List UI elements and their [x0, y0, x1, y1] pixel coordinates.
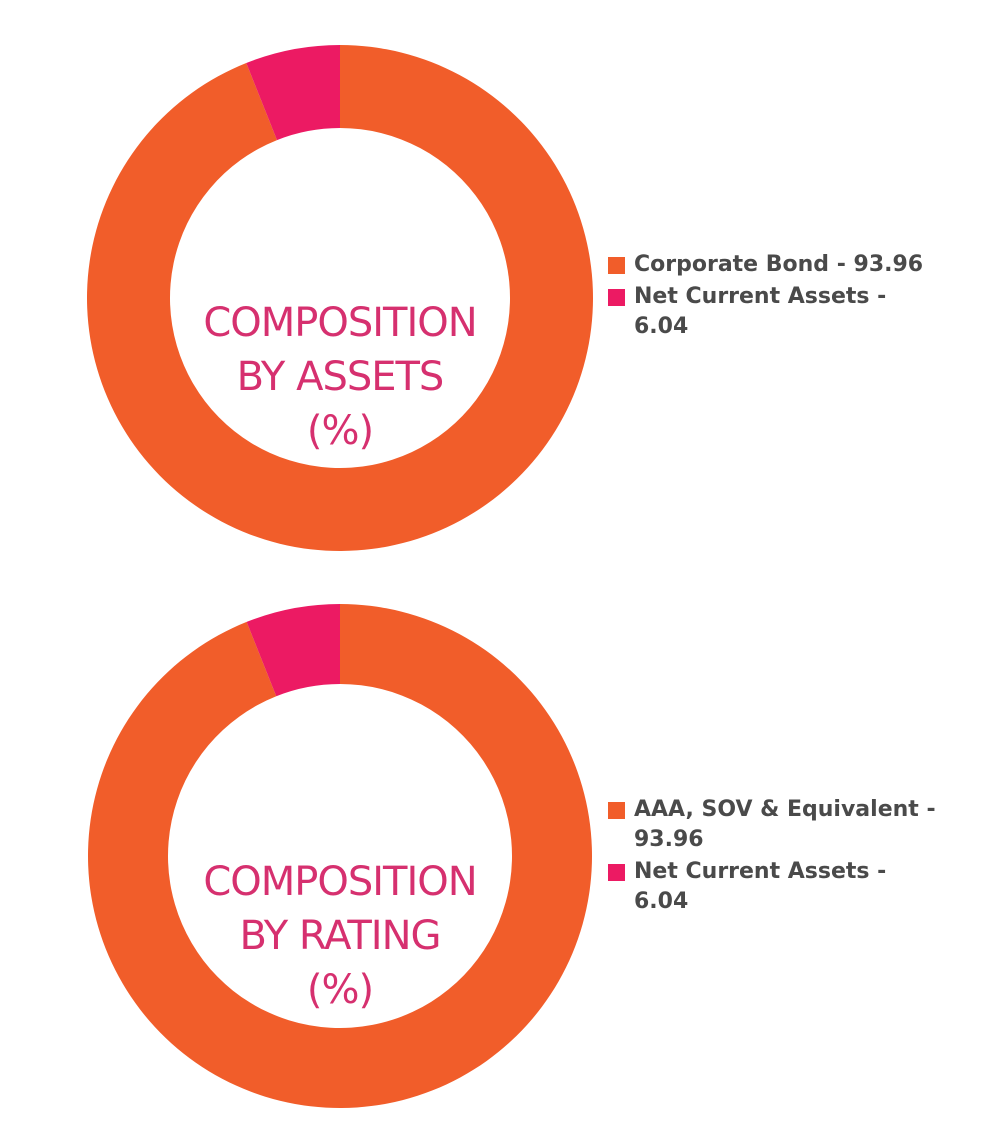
title-line-3: (%) — [306, 967, 374, 1013]
legend-item-aaa-sov-equivalent: AAA, SOV & Equivalent - 93.96 — [608, 795, 938, 855]
legend-label: Net Current Assets - 6.04 — [634, 284, 887, 339]
legend-label: Corporate Bond - 93.96 — [634, 252, 924, 277]
title-line-2: BY ASSETS — [236, 354, 445, 400]
title-line-2: BY RATING — [239, 913, 442, 959]
rating-chart: COMPOSITION BY RATING (%) AAA, SOV & Equ… — [0, 560, 1002, 1120]
title-line-3: (%) — [306, 408, 374, 454]
rating-donut-title: COMPOSITION BY RATING (%) — [150, 855, 530, 1017]
legend-item-net-current-assets: Net Current Assets - 6.04 — [608, 282, 938, 342]
legend-swatch-magenta — [608, 289, 625, 306]
legend-label: AAA, SOV & Equivalent - 93.96 — [634, 797, 936, 852]
donut-slice-net-current-assets — [246, 604, 340, 697]
donut-slice-net-current-assets — [246, 45, 340, 141]
legend-swatch-magenta — [608, 864, 625, 881]
legend-item-net-current-assets: Net Current Assets - 6.04 — [608, 857, 938, 917]
legend-item-corporate-bond: Corporate Bond - 93.96 — [608, 250, 938, 280]
assets-donut — [86, 45, 593, 551]
title-line-1: COMPOSITION — [203, 300, 477, 346]
legend-label: Net Current Assets - 6.04 — [634, 859, 887, 914]
title-line-1: COMPOSITION — [203, 859, 477, 905]
legend-swatch-orange — [608, 802, 625, 819]
assets-chart: COMPOSITION BY ASSETS (%) Corporate Bond… — [0, 0, 1002, 560]
rating-legend: AAA, SOV & Equivalent - 93.96 Net Curren… — [608, 795, 938, 919]
assets-legend: Corporate Bond - 93.96 Net Current Asset… — [608, 250, 938, 344]
donut-slice-aaa-sov-equivalent — [88, 604, 593, 1108]
donut-slice-corporate-bond — [86, 45, 593, 551]
rating-donut — [88, 604, 593, 1108]
assets-donut-title: COMPOSITION BY ASSETS (%) — [150, 296, 530, 458]
legend-swatch-orange — [608, 257, 625, 274]
